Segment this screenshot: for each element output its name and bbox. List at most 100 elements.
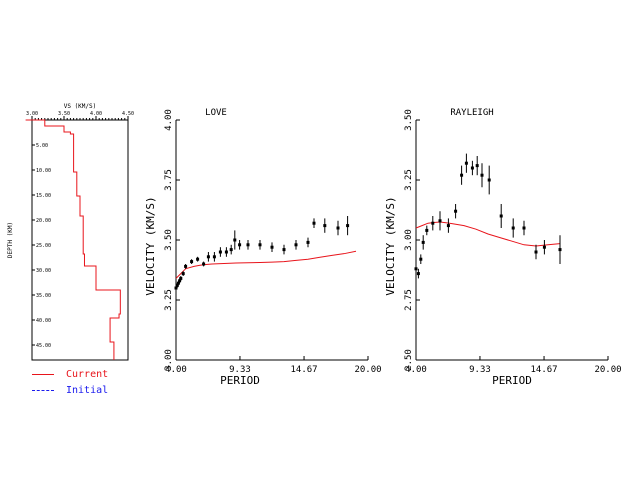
rayleigh-y-ticks: 2.50 2.75 3.00 3.25 3.50 [404,109,420,371]
velocity-model-ylabel: DEPTH (KM) [7,222,14,258]
legend-item-initial: Initial [32,382,152,398]
rayleigh-data-point [511,226,515,230]
love-data-point [229,248,233,252]
love-data-point [258,243,262,247]
rayleigh-panel: RAYLEIGH PERIOD VELOCITY (KM/S) 4.00 9.33… [384,108,622,387]
rayleigh-y-tick-label: 3.00 [404,229,414,251]
love-data-point [218,250,222,254]
vm-y-tick-label: 30.00 [36,268,51,274]
love-x-ticks: 4.00 9.33 14.67 20.00 [165,356,382,375]
love-predicted-curve [175,250,357,279]
love-data-point [174,286,178,290]
rayleigh-y-tick-label: 2.75 [404,289,414,311]
rayleigh-x-tick-label: 20.00 [594,365,621,375]
love-x-tick-label: 4.00 [165,365,187,375]
love-data-point [224,250,228,254]
love-ylabel: VELOCITY (KM/S) [144,196,157,295]
love-data-point [196,257,200,261]
vm-x-tick-label: 4.00 [90,111,102,117]
love-y-tick-label: 3.75 [164,169,174,191]
love-y-tick-label: 3.50 [164,229,174,251]
velocity-model-panel: VS (KM/S) DEPTH (KM) 3.00 3.50 4.00 4.50 5.… [7,103,134,361]
love-data-point [184,264,188,268]
legend-current-swatch [32,373,54,375]
rayleigh-observed-points [414,153,562,279]
love-x-tick-label: 14.67 [290,365,317,375]
vm-y-tick-label: 20.00 [36,218,51,224]
love-data-point [312,221,316,225]
love-data-point [246,243,250,247]
rayleigh-data-point [454,209,458,213]
love-y-tick-label: 3.25 [164,289,174,311]
rayleigh-title: RAYLEIGH [450,108,493,118]
legend-item-current: Current [32,366,152,382]
rayleigh-xlabel: PERIOD [492,374,532,387]
vm-y-tick-label: 5.00 [36,143,48,149]
velocity-model-y-ticks: 5.00 10.00 15.00 20.00 25.00 30.00 35.00 40.00 4… [32,143,51,349]
legend-initial-label: Initial [66,384,109,396]
love-data-point [238,243,242,247]
rayleigh-data-point [421,240,425,244]
love-observed-points [174,216,350,291]
love-data-point [336,226,340,230]
velocity-model-xlabel: VS (KM/S) [64,103,97,110]
rayleigh-predicted-curve [415,221,561,247]
love-data-point [178,279,182,283]
rayleigh-data-point [470,166,474,170]
rayleigh-data-point [522,226,526,230]
rayleigh-y-tick-label: 2.50 [404,349,414,371]
love-data-point [179,276,183,280]
velocity-model-x-ticks: 3.00 3.50 4.00 4.50 [26,111,134,120]
love-data-point [202,262,206,266]
legend-current-label: Current [66,368,109,380]
love-x-tick-label: 20.00 [354,365,381,375]
love-y-ticks: 3.00 3.25 3.50 3.75 4.00 [164,109,180,371]
rayleigh-y-tick-label: 3.50 [404,109,414,131]
rayleigh-data-point [431,221,435,225]
love-data-point [181,272,185,276]
vm-x-tick-label: 3.50 [58,111,70,117]
love-data-point [282,248,286,252]
love-title: LOVE [205,108,227,118]
rayleigh-data-point [558,248,562,252]
rayleigh-data-point [475,164,479,168]
rayleigh-x-tick-label: 9.33 [469,365,491,375]
love-xlabel: PERIOD [220,374,260,387]
rayleigh-data-point [438,219,442,223]
vm-x-tick-label: 4.50 [122,111,134,117]
rayleigh-data-point [542,245,546,249]
love-data-point [323,224,327,228]
love-data-point [206,255,210,259]
vm-x-tick-label: 3.00 [26,111,38,117]
rayleigh-x-tick-label: 4.00 [405,365,427,375]
rayleigh-data-point [499,214,503,218]
vm-y-tick-label: 25.00 [36,243,51,249]
love-data-point [294,243,298,247]
rayleigh-data-point [416,272,420,276]
love-data-point [346,224,350,228]
love-data-point [176,281,180,285]
love-y-tick-label: 3.00 [164,349,174,371]
rayleigh-data-point [414,267,418,271]
rayleigh-x-ticks: 4.00 9.33 14.67 20.00 [405,356,622,375]
rayleigh-data-point [480,173,484,177]
vm-y-tick-label: 15.00 [36,193,51,199]
love-panel: LOVE PERIOD VELOCITY (KM/S) 4.00 9.33 14.6… [144,108,382,387]
vm-y-tick-label: 40.00 [36,318,51,324]
rayleigh-x-tick-label: 14.67 [530,365,557,375]
velocity-model-current-line [25,119,121,360]
rayleigh-data-point [446,224,450,228]
love-data-point [175,284,179,288]
legend-initial-swatch [32,389,54,391]
vm-y-tick-label: 10.00 [36,168,51,174]
rayleigh-data-point [534,250,538,254]
love-data-point [270,245,274,249]
rayleigh-data-point [487,178,491,182]
love-data-point [190,260,194,264]
rayleigh-y-tick-label: 3.25 [404,169,414,191]
legend: Current Initial [32,366,152,398]
love-y-tick-label: 4.00 [164,109,174,131]
love-data-point [306,240,310,244]
vm-y-tick-label: 35.00 [36,293,51,299]
